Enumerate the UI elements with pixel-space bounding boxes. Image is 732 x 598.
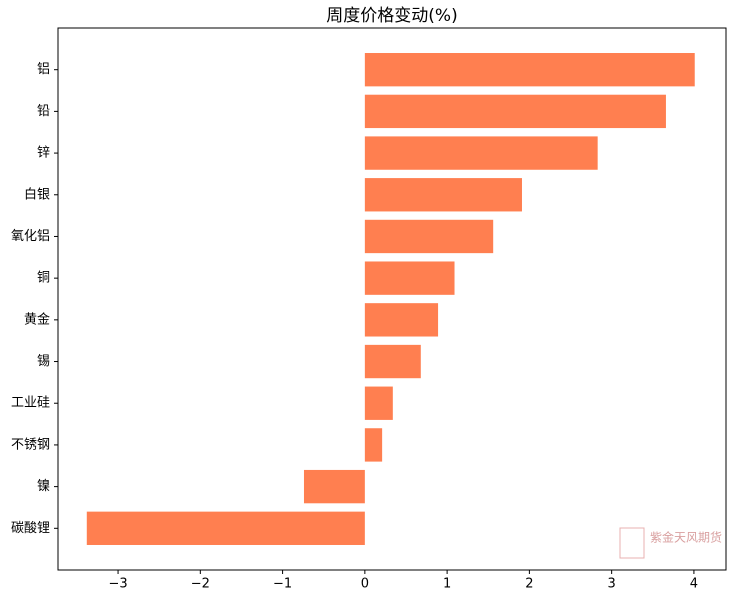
y-tick-label: 铅 xyxy=(37,104,50,119)
bar xyxy=(364,261,455,295)
y-tick-label: 铝 xyxy=(37,62,50,77)
x-tick-label: 3 xyxy=(608,577,616,592)
watermark: 紫金天风期货 xyxy=(650,530,722,545)
y-tick-label: 锡 xyxy=(37,354,50,369)
bar xyxy=(86,511,365,545)
y-tick-label: 氧化铝 xyxy=(11,229,50,244)
bar xyxy=(364,136,598,170)
watermark-logo xyxy=(619,527,645,559)
y-tick-label: 锌 xyxy=(37,146,50,161)
bar xyxy=(364,219,494,254)
bar xyxy=(364,53,695,87)
y-tick-label: 黄金 xyxy=(24,311,50,327)
bar xyxy=(364,428,383,462)
plot-frame xyxy=(57,27,727,571)
x-tick-label: −2 xyxy=(191,577,210,592)
chart-title: 周度价格变动(%) xyxy=(326,6,457,26)
x-tick-label: −1 xyxy=(273,577,292,592)
x-tick-label: 4 xyxy=(690,577,698,592)
y-tick-label: 铜 xyxy=(37,271,50,286)
bar xyxy=(364,386,393,420)
x-tick-label: 2 xyxy=(525,577,533,592)
y-tick-label: 碳酸锂 xyxy=(11,521,50,536)
bar xyxy=(364,94,666,129)
x-tick-label: 0 xyxy=(361,577,369,592)
y-tick-label: 镍 xyxy=(37,479,50,494)
y-tick-label: 工业硅 xyxy=(11,396,50,411)
y-tick-label: 不锈钢 xyxy=(11,437,50,452)
x-tick-label: −3 xyxy=(108,577,127,592)
bar xyxy=(364,178,522,212)
y-tick-label: 白银 xyxy=(24,186,50,202)
x-tick-label: 1 xyxy=(443,577,451,592)
bar xyxy=(364,303,439,337)
bar xyxy=(364,344,421,379)
bar xyxy=(303,469,365,504)
